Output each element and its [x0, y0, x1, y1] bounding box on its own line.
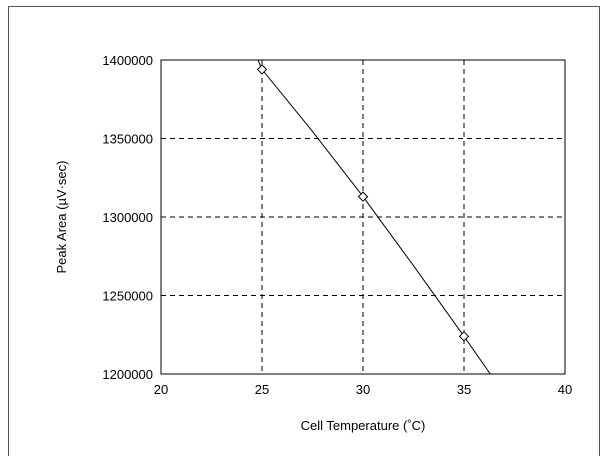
- x-axis-label: Cell Temperature (˚C): [301, 418, 426, 433]
- chart-frame: [8, 6, 600, 456]
- y-axis-label: Peak Area (µV·sec): [54, 161, 69, 274]
- data-point-marker: [256, 64, 268, 75]
- grid-lines: [161, 60, 565, 374]
- x-tick-label: 25: [255, 382, 269, 397]
- data-point-marker: [357, 191, 369, 202]
- tick-labels: 20 25 30 35 40 1200000 1250000 1300000 1350000 14…: [102, 53, 572, 397]
- x-tick-label: 40: [558, 382, 572, 397]
- y-tick-label: 1350000: [102, 132, 153, 147]
- y-tick-label: 1400000: [102, 53, 153, 68]
- x-tick-label: 30: [356, 382, 370, 397]
- series-line: [257, 59, 491, 375]
- y-tick-label: 1300000: [102, 210, 153, 225]
- x-tick-label: 35: [457, 382, 471, 397]
- x-tick-label: 20: [154, 382, 168, 397]
- data-point-marker: [458, 331, 470, 342]
- y-tick-label: 1200000: [102, 367, 153, 382]
- y-tick-label: 1250000: [102, 289, 153, 304]
- series: [256, 59, 491, 375]
- plot-area: [160, 59, 566, 375]
